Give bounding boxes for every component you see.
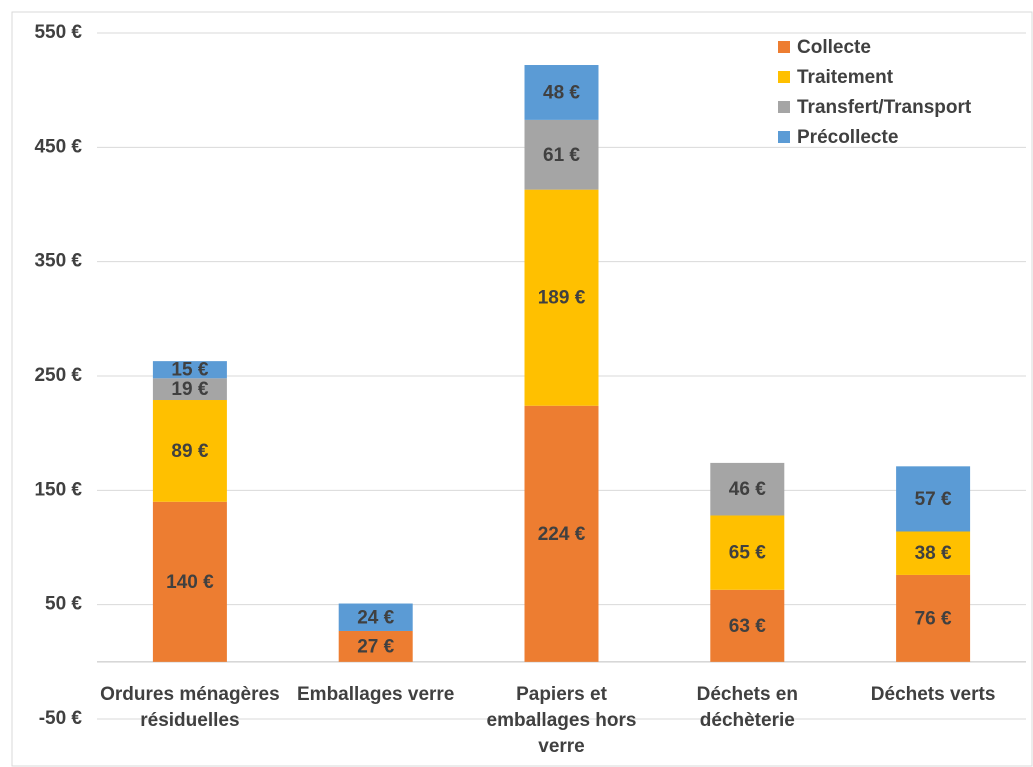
bar-segment: [152, 400, 227, 502]
bar-segment: [710, 462, 785, 516]
data-label: 27 €: [357, 636, 394, 657]
bar-segment: [896, 574, 971, 662]
bar-segment: [338, 603, 413, 631]
bar-segment: [524, 189, 599, 406]
legend-label: Collecte: [797, 37, 871, 58]
bar-segment: [338, 630, 413, 662]
bar-segment: [152, 501, 227, 662]
data-label: 48 €: [543, 82, 580, 103]
y-tick-label: 350 €: [34, 251, 82, 272]
legend-swatch: [778, 41, 790, 53]
data-label: 76 €: [915, 608, 952, 629]
legend-swatch: [778, 101, 790, 113]
data-label: 65 €: [729, 543, 766, 564]
bar-segment: [152, 361, 227, 379]
bar-segment: [710, 515, 785, 590]
bar-segment: [524, 65, 599, 120]
data-label: 63 €: [729, 616, 766, 637]
bar-segment: [152, 378, 227, 401]
legend-swatch: [778, 131, 790, 143]
data-label: 15 €: [171, 360, 208, 381]
bar-segment: [710, 589, 785, 662]
x-tick-label: Ordures ménagères résiduelles: [100, 683, 280, 731]
x-tick-label: Déchets en déchèterie: [696, 683, 798, 731]
x-tick-label: Déchets verts: [870, 683, 996, 705]
data-label: 224 €: [538, 524, 586, 545]
data-label: 61 €: [543, 145, 580, 166]
data-label: 140 €: [166, 572, 214, 593]
y-tick-label: 250 €: [34, 365, 82, 386]
data-label: 46 €: [729, 479, 766, 500]
y-tick-label: 450 €: [34, 136, 82, 157]
x-tick-label: Papiers et emballages hors verre: [486, 683, 637, 757]
bar-segment: [896, 531, 971, 575]
data-label: 19 €: [171, 379, 208, 400]
chart-border: [11, 11, 1033, 767]
x-tick-label: Emballages verre: [297, 683, 455, 705]
data-label: 38 €: [915, 543, 952, 564]
data-label: 24 €: [357, 607, 394, 628]
data-label: 57 €: [915, 489, 952, 510]
y-tick-label: 50 €: [45, 594, 82, 615]
data-label: 189 €: [538, 288, 586, 309]
legend-label: Traitement: [797, 67, 894, 88]
data-label: 89 €: [171, 441, 208, 462]
y-tick-label: -50 €: [39, 708, 83, 729]
legend-label: Transfert/Transport: [797, 97, 972, 118]
legend-swatch: [778, 71, 790, 83]
y-tick-label: 550 €: [34, 22, 82, 43]
bar-segment: [524, 405, 599, 662]
bar-segment: [524, 119, 599, 190]
y-tick-label: 150 €: [34, 479, 82, 500]
legend-label: Précollecte: [797, 127, 898, 148]
bar-segment: [896, 466, 971, 532]
